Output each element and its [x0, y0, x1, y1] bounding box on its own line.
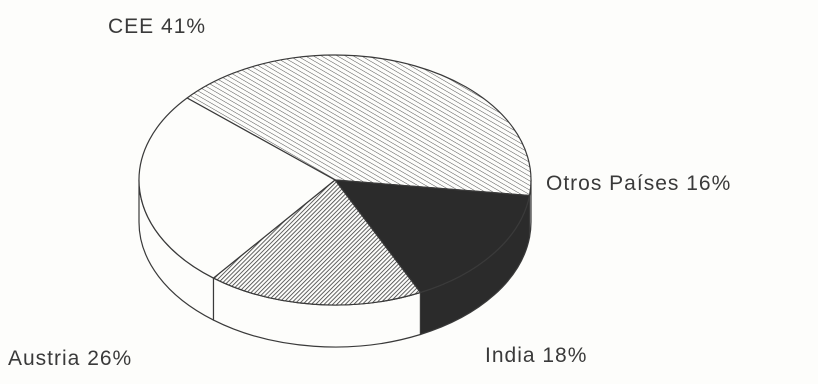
pie-slice-cee — [186, 54, 532, 197]
slice-label-austria: Austria 26% — [8, 347, 132, 370]
pie-slice-austria — [138, 97, 336, 279]
pie-top-faces — [138, 54, 532, 306]
slice-label-cee: CEE 41% — [108, 15, 206, 38]
pie-slice-india — [212, 179, 422, 306]
pie-labels: CEE 41% Otros Países 16% India 18% Austria … — [8, 15, 731, 370]
slice-label-india: India 18% — [485, 344, 587, 367]
pie-slice-otros-paises — [334, 179, 531, 294]
slice-label-otros-paises: Otros Países 16% — [546, 172, 731, 195]
